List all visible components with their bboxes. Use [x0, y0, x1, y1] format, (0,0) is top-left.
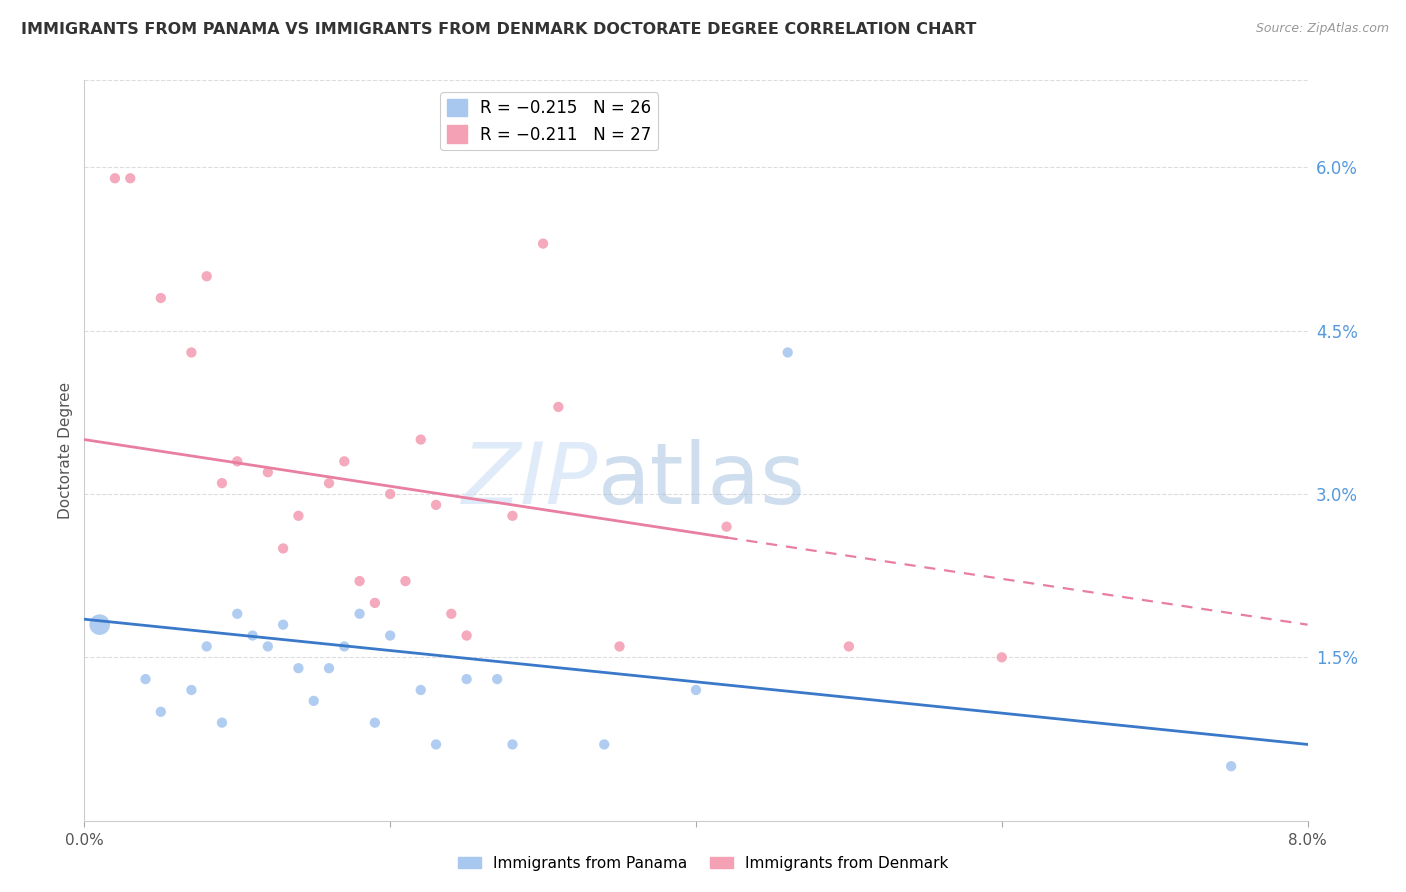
Point — [271, 541, 294, 556]
Point — [425, 738, 447, 752]
Point — [456, 672, 478, 686]
Legend: Immigrants from Panama, Immigrants from Denmark: Immigrants from Panama, Immigrants from … — [451, 850, 955, 877]
Point — [135, 672, 157, 686]
Point — [776, 345, 799, 359]
Text: IMMIGRANTS FROM PANAMA VS IMMIGRANTS FROM DENMARK DOCTORATE DEGREE CORRELATION C: IMMIGRANTS FROM PANAMA VS IMMIGRANTS FRO… — [21, 22, 976, 37]
Point — [318, 476, 340, 491]
Point — [120, 171, 142, 186]
Point — [302, 694, 325, 708]
Point — [440, 607, 463, 621]
Point — [716, 519, 738, 533]
Y-axis label: Doctorate Degree: Doctorate Degree — [58, 382, 73, 519]
Point — [211, 476, 233, 491]
Point — [180, 683, 202, 698]
Point — [89, 617, 111, 632]
Point — [593, 738, 616, 752]
Point — [195, 640, 218, 654]
Point — [333, 454, 356, 468]
Point — [991, 650, 1014, 665]
Point — [531, 236, 554, 251]
Point — [104, 171, 127, 186]
Point — [271, 617, 294, 632]
Point — [318, 661, 340, 675]
Point — [149, 705, 172, 719]
Point — [149, 291, 172, 305]
Point — [685, 683, 707, 698]
Point — [226, 607, 249, 621]
Point — [257, 640, 280, 654]
Point — [364, 715, 387, 730]
Text: atlas: atlas — [598, 439, 806, 522]
Point — [364, 596, 387, 610]
Point — [486, 672, 509, 686]
Point — [287, 508, 309, 523]
Point — [409, 683, 432, 698]
Point — [242, 628, 264, 642]
Point — [211, 715, 233, 730]
Point — [349, 607, 371, 621]
Point — [425, 498, 447, 512]
Point — [609, 640, 631, 654]
Point — [380, 487, 402, 501]
Point — [1220, 759, 1243, 773]
Point — [195, 269, 218, 284]
Legend: R = −0.215   N = 26, R = −0.211   N = 27: R = −0.215 N = 26, R = −0.211 N = 27 — [440, 92, 658, 151]
Point — [180, 345, 202, 359]
Text: ZIP: ZIP — [461, 439, 598, 522]
Point — [226, 454, 249, 468]
Point — [456, 628, 478, 642]
Text: Source: ZipAtlas.com: Source: ZipAtlas.com — [1256, 22, 1389, 36]
Point — [333, 640, 356, 654]
Point — [380, 628, 402, 642]
Point — [547, 400, 569, 414]
Point — [838, 640, 860, 654]
Point — [394, 574, 416, 588]
Point — [287, 661, 309, 675]
Point — [409, 433, 432, 447]
Point — [349, 574, 371, 588]
Point — [502, 508, 524, 523]
Point — [257, 465, 280, 479]
Point — [502, 738, 524, 752]
